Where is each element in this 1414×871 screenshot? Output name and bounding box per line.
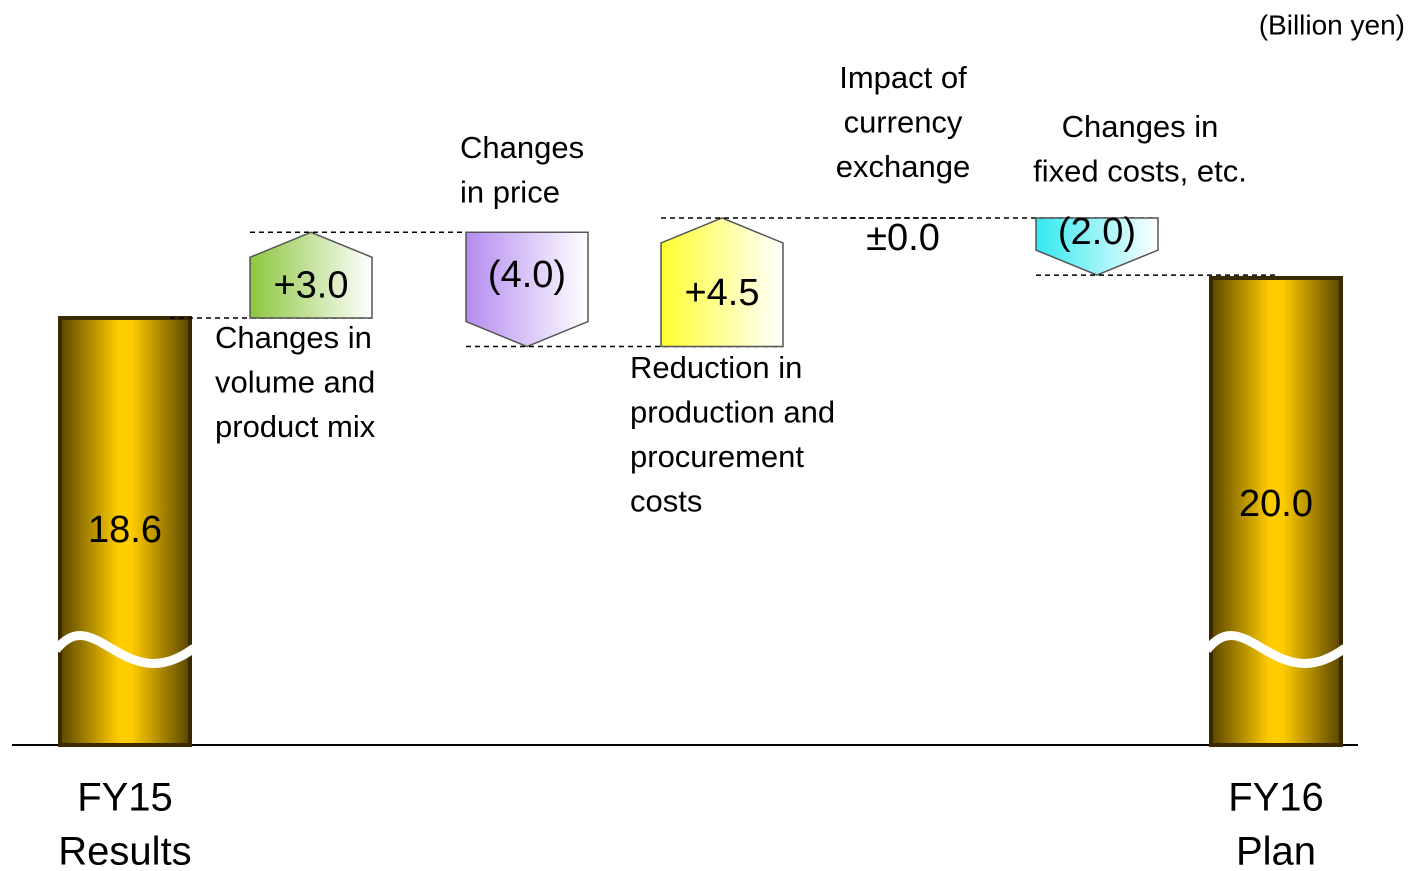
value-label: +4.5 [684, 272, 759, 314]
category-label: production and [630, 395, 835, 430]
category-label: procurement [630, 439, 804, 474]
axis-break [1203, 631, 1348, 668]
category-label: Reduction in [630, 350, 802, 385]
category-label: product mix [215, 409, 376, 444]
value-label: ±0.0 [866, 217, 940, 259]
category-label: Impact of [839, 60, 967, 95]
category-label: FY16 [1228, 776, 1324, 820]
category-label: currency [844, 105, 963, 140]
category-label: Results [58, 830, 191, 871]
category-label: Changes in [215, 320, 372, 355]
axis-break [52, 631, 197, 668]
category-label: Plan [1236, 830, 1316, 871]
step-box [465, 231, 589, 348]
category-label: FY15 [77, 776, 173, 820]
value-label: (4.0) [488, 254, 566, 296]
category-label: volume and [215, 365, 375, 400]
category-label: Changes [460, 130, 584, 165]
step-box [1035, 217, 1159, 276]
category-label: in price [460, 175, 560, 210]
unit-label: (Billion yen) [1259, 9, 1405, 40]
value-label: 20.0 [1239, 483, 1313, 525]
category-label: fixed costs, etc. [1033, 154, 1247, 189]
step-box [249, 231, 373, 319]
value-label: 18.6 [88, 509, 162, 551]
step-box [660, 217, 784, 348]
total-bar [1209, 275, 1343, 747]
total-bar [58, 315, 192, 747]
category-label: Changes in [1062, 109, 1219, 144]
category-label: costs [630, 484, 702, 519]
category-label: exchange [836, 149, 970, 184]
value-label: +3.0 [273, 265, 348, 307]
value-label: (2.0) [1058, 211, 1136, 253]
